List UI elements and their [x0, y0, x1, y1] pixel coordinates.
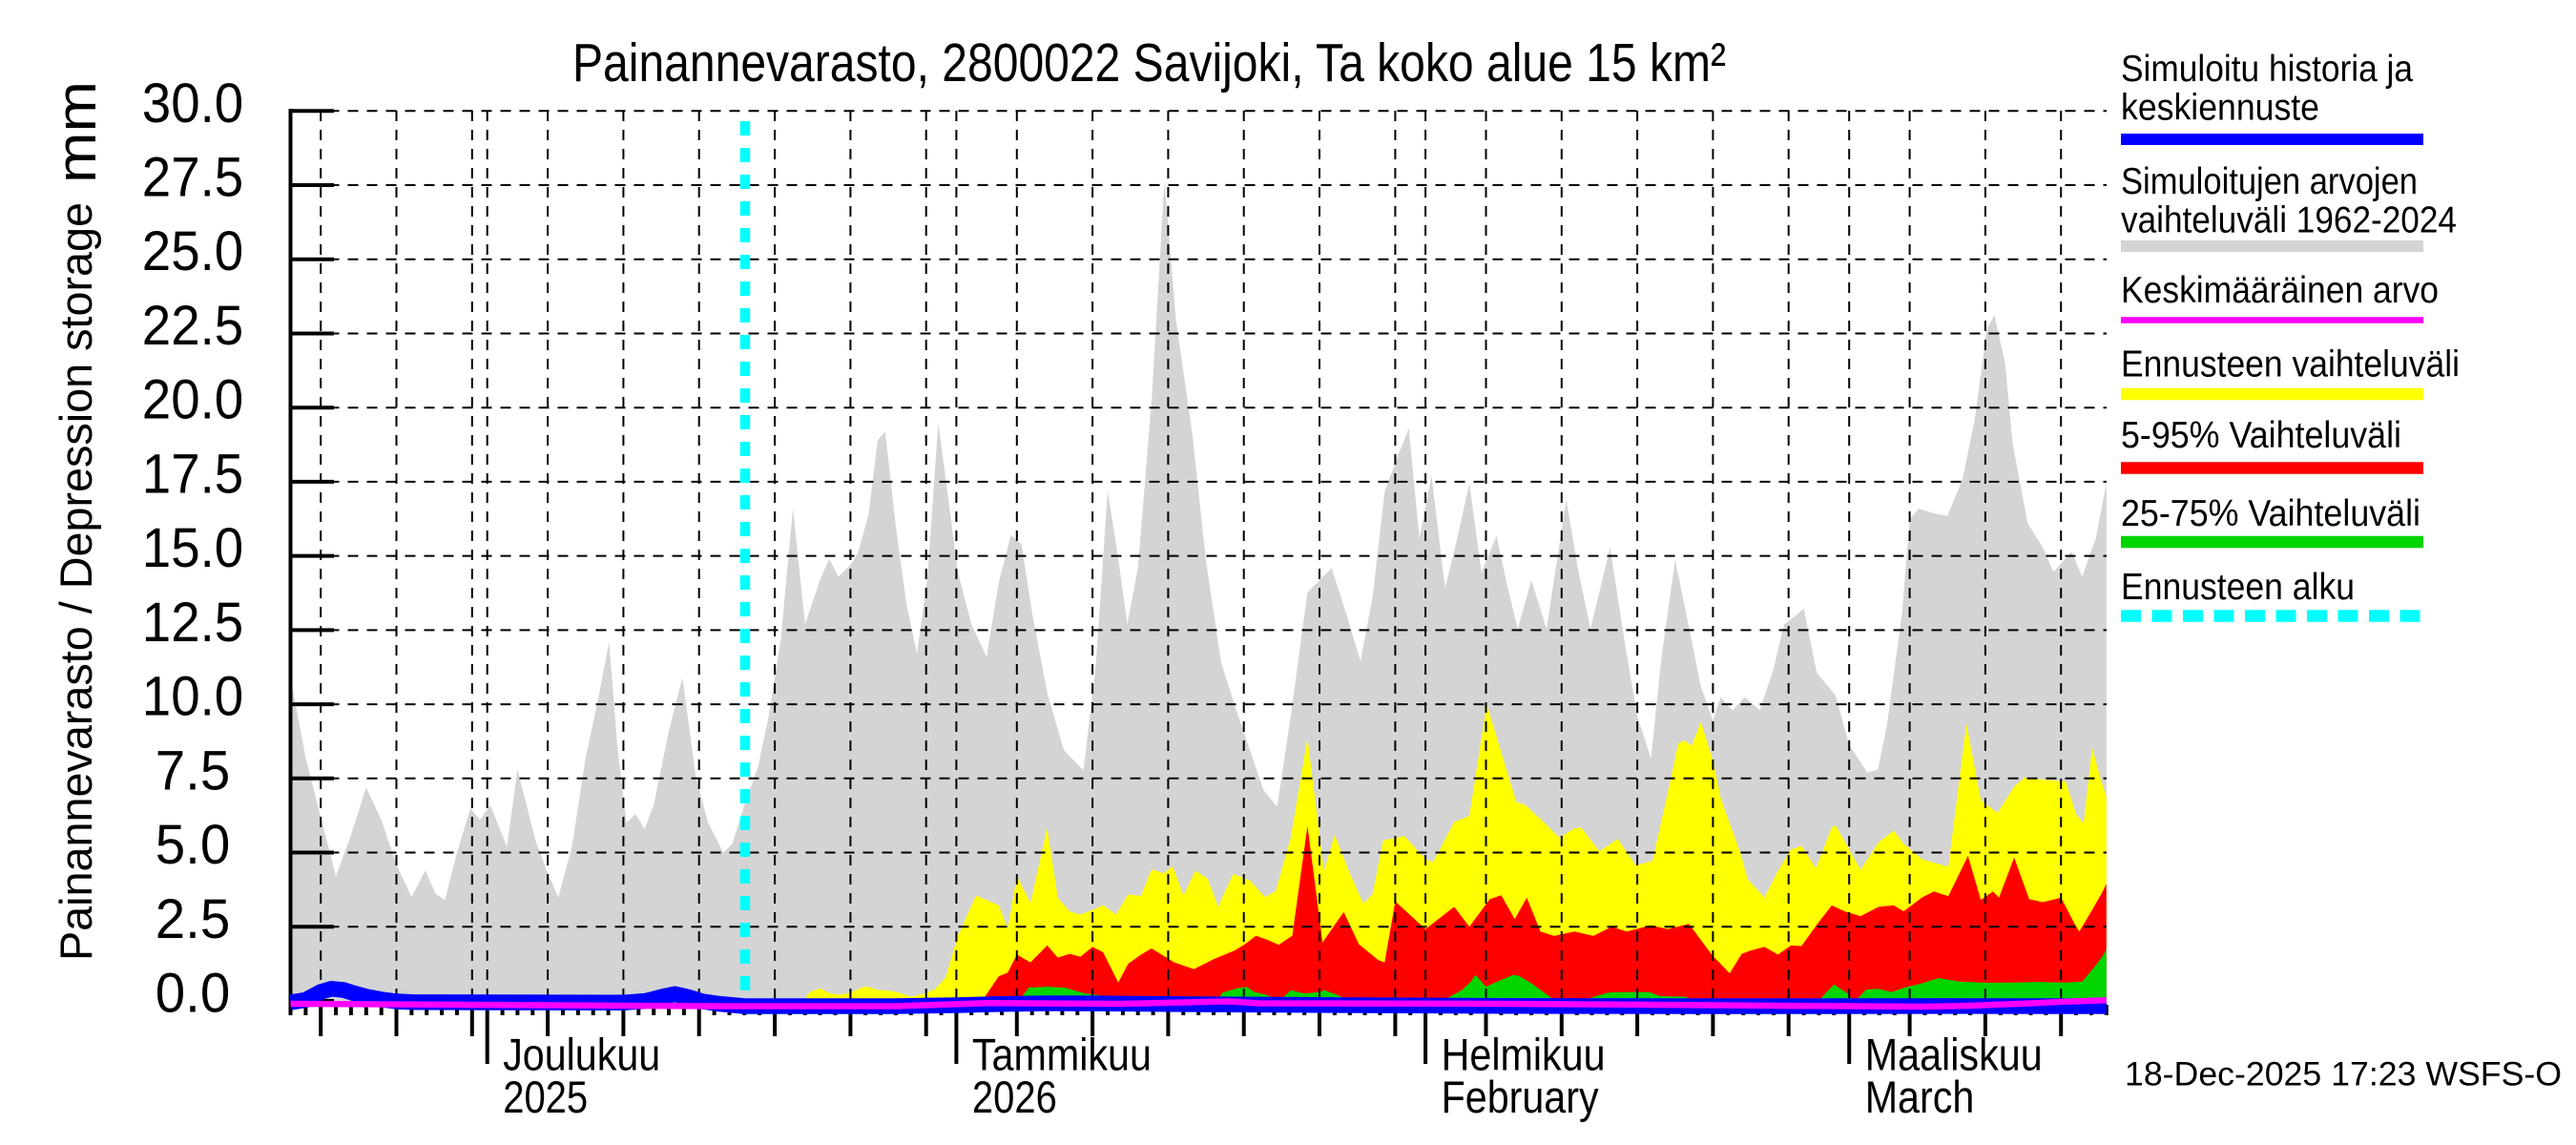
- svg-text:12.5: 12.5: [142, 592, 243, 654]
- svg-text:10.0: 10.0: [142, 666, 243, 728]
- svg-text:February: February: [1442, 1072, 1599, 1122]
- svg-text:0.0: 0.0: [156, 963, 231, 1025]
- svg-text:5-95% Vaihteluväli: 5-95% Vaihteluväli: [2121, 415, 2401, 456]
- svg-text:30.0: 30.0: [142, 73, 243, 135]
- svg-text:vaihteluväli 1962-2024: vaihteluväli 1962-2024: [2121, 200, 2457, 241]
- svg-text:2025: 2025: [503, 1072, 588, 1122]
- svg-text:22.5: 22.5: [142, 295, 243, 357]
- svg-text:mm: mm: [46, 81, 108, 183]
- svg-text:25.0: 25.0: [142, 220, 243, 282]
- svg-text:25-75% Vaihteluväli: 25-75% Vaihteluväli: [2121, 493, 2420, 534]
- svg-text:7.5: 7.5: [156, 739, 231, 802]
- svg-text:15.0: 15.0: [142, 517, 243, 579]
- svg-text:Simuloitujen arvojen: Simuloitujen arvojen: [2121, 161, 2418, 202]
- svg-text:Keskimääräinen arvo: Keskimääräinen arvo: [2121, 270, 2439, 311]
- svg-text:Ennusteen alku: Ennusteen alku: [2121, 567, 2355, 608]
- svg-text:Simuloitu historia ja: Simuloitu historia ja: [2121, 49, 2413, 90]
- svg-text:27.5: 27.5: [142, 147, 243, 209]
- svg-text:Joulukuu: Joulukuu: [503, 1030, 660, 1080]
- svg-text:20.0: 20.0: [142, 369, 243, 431]
- svg-text:keskiennuste: keskiennuste: [2121, 88, 2319, 129]
- svg-text:5.0: 5.0: [156, 814, 231, 876]
- svg-text:Painannevarasto, 2800022 Savij: Painannevarasto, 2800022 Savijoki, Ta ko…: [572, 32, 1726, 94]
- svg-text:17.5: 17.5: [142, 443, 243, 505]
- svg-text:Ennusteen vaihteluväli: Ennusteen vaihteluväli: [2121, 344, 2460, 385]
- svg-text:March: March: [1865, 1072, 1975, 1122]
- svg-text:Tammikuu: Tammikuu: [972, 1030, 1152, 1080]
- svg-text:Helmikuu: Helmikuu: [1442, 1030, 1606, 1080]
- svg-text:Painannevarasto / Depression s: Painannevarasto / Depression storage: [51, 202, 101, 961]
- svg-text:2.5: 2.5: [156, 888, 231, 950]
- svg-text:Maaliskuu: Maaliskuu: [1865, 1030, 2043, 1080]
- svg-text:18-Dec-2025 17:23 WSFS-O: 18-Dec-2025 17:23 WSFS-O: [2125, 1055, 2562, 1093]
- svg-text:2026: 2026: [972, 1072, 1057, 1122]
